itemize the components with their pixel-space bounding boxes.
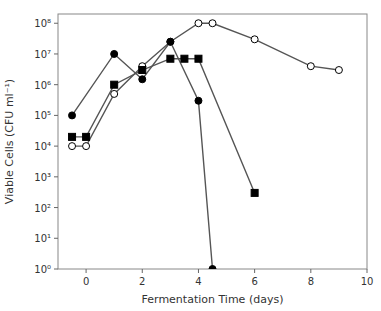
x-tick: [254, 269, 255, 273]
square-marker: [195, 55, 202, 62]
x-tick-label: 2: [139, 276, 145, 287]
x-tick: [198, 269, 199, 273]
circle-marker: [167, 38, 174, 45]
y-tick: [54, 238, 58, 239]
open-circle-marker: [209, 20, 216, 27]
y-tick: [54, 84, 58, 85]
y-axis-label: Viable Cells (CFU ml⁻¹): [3, 79, 16, 204]
open-circle-marker: [167, 38, 174, 45]
y-tick: [54, 146, 58, 147]
x-tick: [86, 269, 87, 273]
y-tick: [54, 176, 58, 177]
x-tick: [367, 269, 368, 273]
square-marker: [139, 67, 146, 74]
square-marker: [69, 133, 76, 140]
x-tick-label: 4: [195, 276, 201, 287]
circle-marker: [139, 76, 146, 83]
y-tick-label: 10⁶: [34, 80, 51, 91]
chart: 10⁰ 10¹ 10² 10³ 10⁴ 10⁵ 10⁶ 10⁷ 10⁸ 0 2 4 6 8 10 Fermen…: [0, 0, 381, 311]
circle-marker: [195, 97, 202, 104]
circle-marker: [209, 266, 216, 270]
series-line: [72, 59, 255, 193]
y-tick-label: 10¹: [34, 233, 51, 244]
open-circle-marker: [335, 67, 342, 74]
open-circle-marker: [195, 20, 202, 27]
x-tick-label: 0: [83, 276, 89, 287]
open-circle-marker: [307, 63, 314, 70]
y-tick: [54, 269, 58, 270]
open-circle-marker: [69, 143, 76, 150]
y-tick-label: 10⁰: [34, 264, 51, 275]
series-line: [72, 23, 339, 146]
x-axis-label: Fermentation Time (days): [142, 293, 284, 306]
series-line: [72, 42, 212, 269]
x-tick: [310, 269, 311, 273]
series-group: [69, 20, 343, 269]
open-circle-marker: [83, 143, 90, 150]
x-tick: [142, 269, 143, 273]
square-marker: [167, 55, 174, 62]
y-tick-label: 10⁷: [34, 49, 51, 60]
open-circle-marker: [251, 36, 258, 43]
y-tick-label: 10²: [34, 203, 51, 214]
circle-marker: [69, 112, 76, 119]
square-marker: [251, 189, 258, 196]
y-tick-label: 10⁴: [34, 141, 51, 152]
square-marker: [111, 81, 118, 88]
y-tick-label: 10⁸: [34, 18, 51, 29]
y-tick-label: 10⁵: [34, 110, 51, 121]
circle-marker: [111, 50, 118, 57]
y-tick: [54, 115, 58, 116]
square-marker: [83, 133, 90, 140]
x-tick-label: 8: [308, 276, 314, 287]
y-tick: [54, 23, 58, 24]
y-tick-label: 10³: [34, 172, 51, 183]
y-tick: [54, 207, 58, 208]
y-tick: [54, 53, 58, 54]
x-tick-label: 10: [361, 276, 374, 287]
square-marker: [181, 55, 188, 62]
x-tick-label: 6: [251, 276, 257, 287]
open-circle-marker: [111, 90, 118, 97]
plot-frame: [58, 14, 367, 269]
